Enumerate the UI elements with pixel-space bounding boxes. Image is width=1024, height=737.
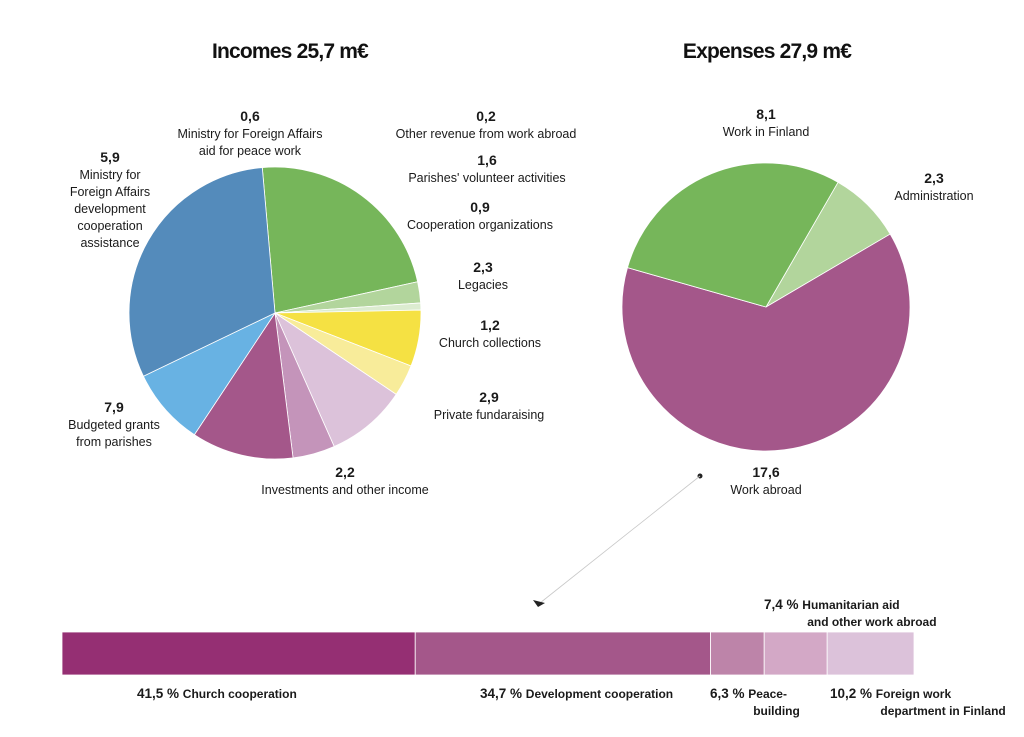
- income-value-2: 0,2: [476, 108, 496, 124]
- bar-label-4: 10,2 % Foreign work department in Finland: [830, 686, 1006, 718]
- expense-value-0: 2,3: [924, 170, 944, 186]
- income-value-6: 1,2: [480, 317, 500, 333]
- expense-label-2: Work in Finland: [723, 125, 810, 139]
- income-slice-5: [274, 311, 397, 447]
- income-label-2: Other revenue from work abroad: [396, 127, 577, 141]
- bar-label-1: 34,7 % Development cooperation: [480, 686, 673, 701]
- income-value-3: 1,6: [477, 152, 497, 168]
- income-value-5: 2,3: [473, 259, 493, 275]
- income-slice-9: [128, 167, 276, 377]
- bar-label-0: 41,5 % Church cooperation: [137, 686, 297, 701]
- bar-label-2: 6,3 % Peace-building: [710, 686, 800, 718]
- expenses-labels: 2,3 Administration 17,6 Work abroad 8,1 Work …: [723, 106, 974, 497]
- connector-arrow: [533, 600, 545, 607]
- income-label-6: Church collections: [439, 336, 541, 350]
- income-label-8: Investments and other income: [261, 483, 428, 497]
- expense-slice-1: [621, 233, 911, 452]
- expenses-title: Expenses 27,9 m€: [683, 40, 852, 63]
- bar-segment-3: [763, 631, 828, 676]
- work-abroad-breakdown-bar: [61, 631, 915, 676]
- bar-segment-0: [61, 631, 416, 676]
- income-label-7: Private fundaraising: [434, 408, 545, 422]
- income-value-8: 2,2: [335, 464, 355, 480]
- incomes-labels: 5,9 Ministry for Foreign Affairs developmen…: [68, 108, 576, 497]
- income-slice-7: [193, 311, 294, 460]
- income-value-7: 2,9: [479, 389, 499, 405]
- income-label-3: Parishes' volunteer activities: [408, 171, 565, 185]
- income-value-1: 0,6: [240, 108, 260, 124]
- expense-label-0: Administration: [894, 189, 973, 203]
- work-abroad-breakdown-labels: 41,5 % Church cooperation 34,7 % Developm…: [137, 597, 1006, 718]
- bar-segment-1: [414, 631, 711, 676]
- income-value-9: 7,9: [104, 399, 124, 415]
- expense-label-1: Work abroad: [730, 483, 801, 497]
- income-label-4: Cooperation organizations: [407, 218, 553, 232]
- bar-segment-2: [710, 631, 765, 676]
- expense-value-2: 8,1: [756, 106, 776, 122]
- work-abroad-connector: [533, 473, 703, 607]
- expenses-pie: [621, 162, 911, 452]
- income-value-4: 0,9: [470, 199, 490, 215]
- income-label-1: Ministry for Foreign Affairs aid for peac…: [178, 127, 323, 158]
- incomes-pie: [128, 166, 422, 460]
- connector-line: [539, 475, 701, 604]
- incomes-title: Incomes 25,7 m€: [212, 40, 369, 63]
- expense-slice-2: [626, 162, 839, 308]
- bar-segment-4: [826, 631, 915, 676]
- income-label-0: Ministry for Foreign Affairs development co…: [70, 168, 150, 250]
- expense-value-1: 17,6: [752, 464, 779, 480]
- income-value-0: 5,9: [100, 149, 120, 165]
- income-label-5: Legacies: [458, 278, 508, 292]
- bar-label-3: 7,4 % Humanitarian aid and other work abr…: [764, 597, 937, 629]
- income-slice-0: [261, 166, 419, 314]
- income-label-9: Budgeted grants from parishes: [68, 418, 160, 449]
